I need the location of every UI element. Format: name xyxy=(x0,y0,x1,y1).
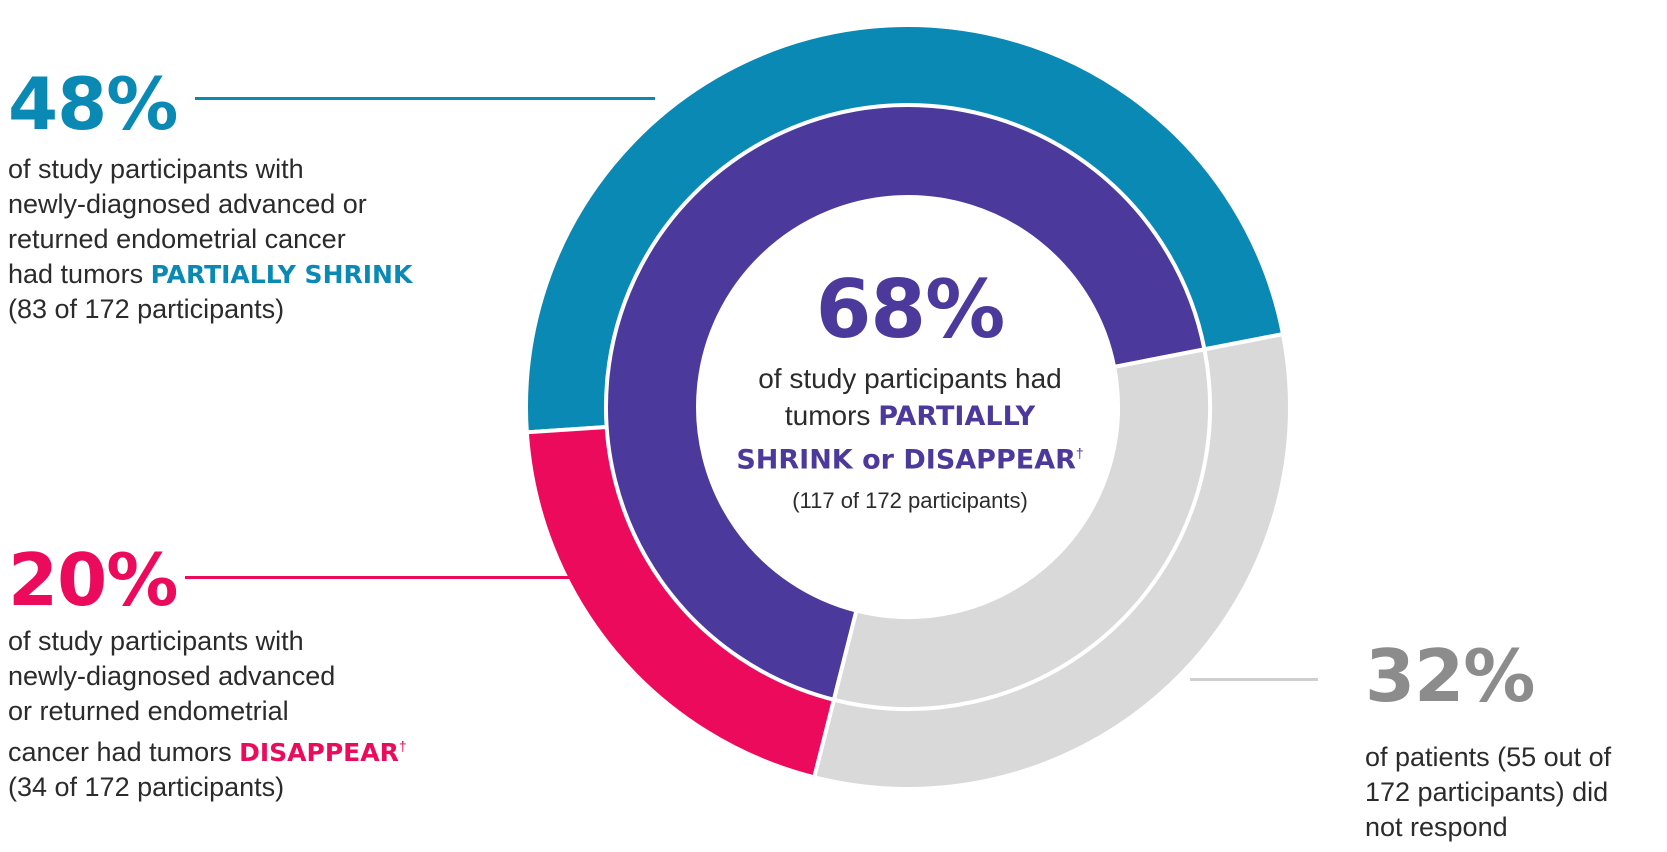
donut-hole xyxy=(700,199,1116,615)
shrink-lead: had tumors xyxy=(8,259,151,289)
disappear-description: of study participants with newly-diagnos… xyxy=(8,624,407,805)
inner-ring-segment-partially-shrink-or-disappear xyxy=(604,103,1207,703)
no-response-percent: 32% xyxy=(1365,634,1535,718)
center-dagger: † xyxy=(1075,445,1084,461)
center-percent: 68% xyxy=(815,263,1005,356)
center-line-3: SHRINK or DISAPPEAR† xyxy=(690,435,1130,478)
shrink-line-2: newly-diagnosed advanced or xyxy=(8,189,367,219)
no-response-line-1: of patients (55 out of xyxy=(1365,742,1612,772)
disappear-percent: 20% xyxy=(8,538,178,622)
center-lead: tumors xyxy=(784,400,879,431)
center-emphasis-1: PARTIALLY xyxy=(878,401,1036,432)
center-line-1: of study participants had xyxy=(758,363,1062,394)
disappear-dagger: † xyxy=(398,738,407,754)
center-emphasis-2: SHRINK or DISAPPEAR xyxy=(736,444,1076,476)
shrink-percent: 48% xyxy=(8,62,178,146)
inner-ring xyxy=(604,103,1212,711)
shrink-emphasis: PARTIALLY SHRINK xyxy=(150,260,413,289)
center-description: of study participants had tumors PARTIAL… xyxy=(690,360,1130,519)
disappear-line-4: cancer had tumors DISAPPEAR† xyxy=(8,729,407,770)
no-response-description: of patients (55 out of 172 participants)… xyxy=(1365,740,1611,845)
disappear-line-1: of study participants with xyxy=(8,626,304,656)
shrink-line-3: returned endometrial cancer xyxy=(8,224,346,254)
no-response-line-2: 172 participants) did xyxy=(1365,777,1609,807)
shrink-description: of study participants with newly-diagnos… xyxy=(8,152,412,327)
shrink-leader-line xyxy=(195,97,655,100)
inner-ring-segment-did-not-respond xyxy=(831,347,1212,711)
no-response-line-3: not respond xyxy=(1365,812,1508,842)
disappear-emphasis: DISAPPEAR xyxy=(239,738,399,767)
disappear-line-2: newly-diagnosed advanced xyxy=(8,661,336,691)
shrink-line-1: of study participants with xyxy=(8,154,304,184)
disappear-lead: cancer had tumors xyxy=(8,737,240,767)
disappear-leader-line xyxy=(185,576,570,579)
shrink-count: (83 of 172 participants) xyxy=(8,294,285,324)
disappear-line-3: or returned endometrial xyxy=(8,696,289,726)
center-count: (117 of 172 participants) xyxy=(792,488,1028,514)
shrink-line-4: had tumors PARTIALLY SHRINK xyxy=(8,257,412,292)
center-line-2: tumors PARTIALLY xyxy=(690,397,1130,435)
disappear-count: (34 of 172 participants) xyxy=(8,772,285,802)
no-response-leader-line xyxy=(1190,678,1318,681)
